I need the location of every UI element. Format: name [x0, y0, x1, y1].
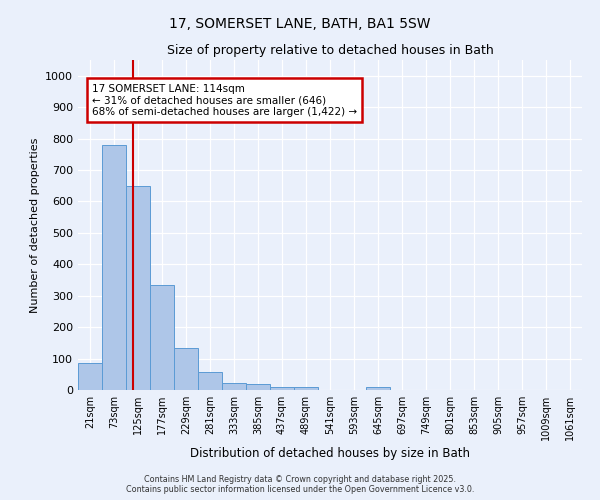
Bar — [294, 388, 318, 390]
X-axis label: Distribution of detached houses by size in Bath: Distribution of detached houses by size … — [190, 447, 470, 460]
Bar — [150, 284, 174, 390]
Text: 17, SOMERSET LANE, BATH, BA1 5SW: 17, SOMERSET LANE, BATH, BA1 5SW — [169, 18, 431, 32]
Bar — [126, 186, 150, 390]
Text: 17 SOMERSET LANE: 114sqm
← 31% of detached houses are smaller (646)
68% of semi-: 17 SOMERSET LANE: 114sqm ← 31% of detach… — [92, 84, 357, 117]
Bar — [270, 387, 294, 390]
Text: Contains HM Land Registry data © Crown copyright and database right 2025.
Contai: Contains HM Land Registry data © Crown c… — [126, 474, 474, 494]
Bar — [198, 372, 222, 390]
Bar — [222, 383, 246, 390]
Bar — [174, 348, 198, 390]
Title: Size of property relative to detached houses in Bath: Size of property relative to detached ho… — [167, 44, 493, 58]
Y-axis label: Number of detached properties: Number of detached properties — [29, 138, 40, 312]
Bar — [246, 384, 270, 390]
Bar — [78, 364, 102, 390]
Bar — [366, 387, 390, 390]
Bar — [102, 145, 126, 390]
